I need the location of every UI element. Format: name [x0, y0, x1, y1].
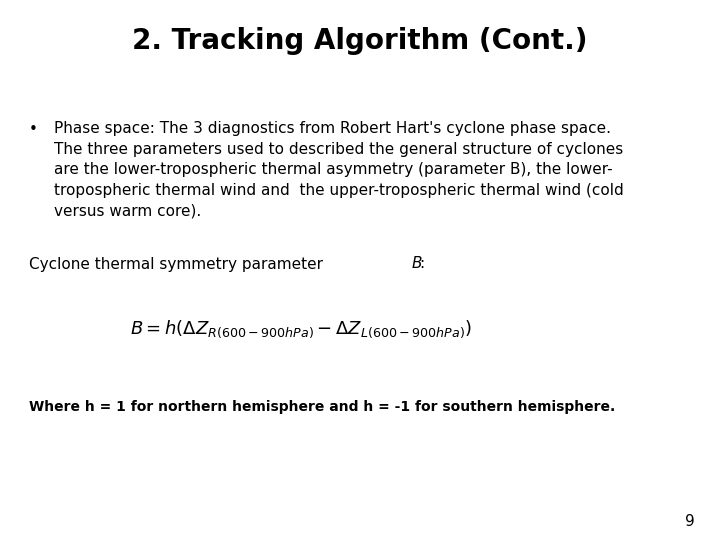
Text: Cyclone thermal symmetry parameter: Cyclone thermal symmetry parameter: [29, 256, 328, 272]
Text: 2. Tracking Algorithm (Cont.): 2. Tracking Algorithm (Cont.): [132, 27, 588, 55]
Text: Where h = 1 for northern hemisphere and h = -1 for southern hemisphere.: Where h = 1 for northern hemisphere and …: [29, 400, 615, 414]
Text: Phase space: The 3 diagnostics from Robert Hart's cyclone phase space.
The three: Phase space: The 3 diagnostics from Robe…: [54, 122, 624, 218]
Text: :: :: [419, 256, 424, 272]
Text: $B = h(\Delta Z_{R(600-900hPa)} - \Delta Z_{L(600-900hPa)})$: $B = h(\Delta Z_{R(600-900hPa)} - \Delta…: [130, 319, 472, 340]
Text: •: •: [29, 122, 37, 137]
Text: 9: 9: [685, 514, 695, 529]
Text: B: B: [411, 256, 422, 272]
